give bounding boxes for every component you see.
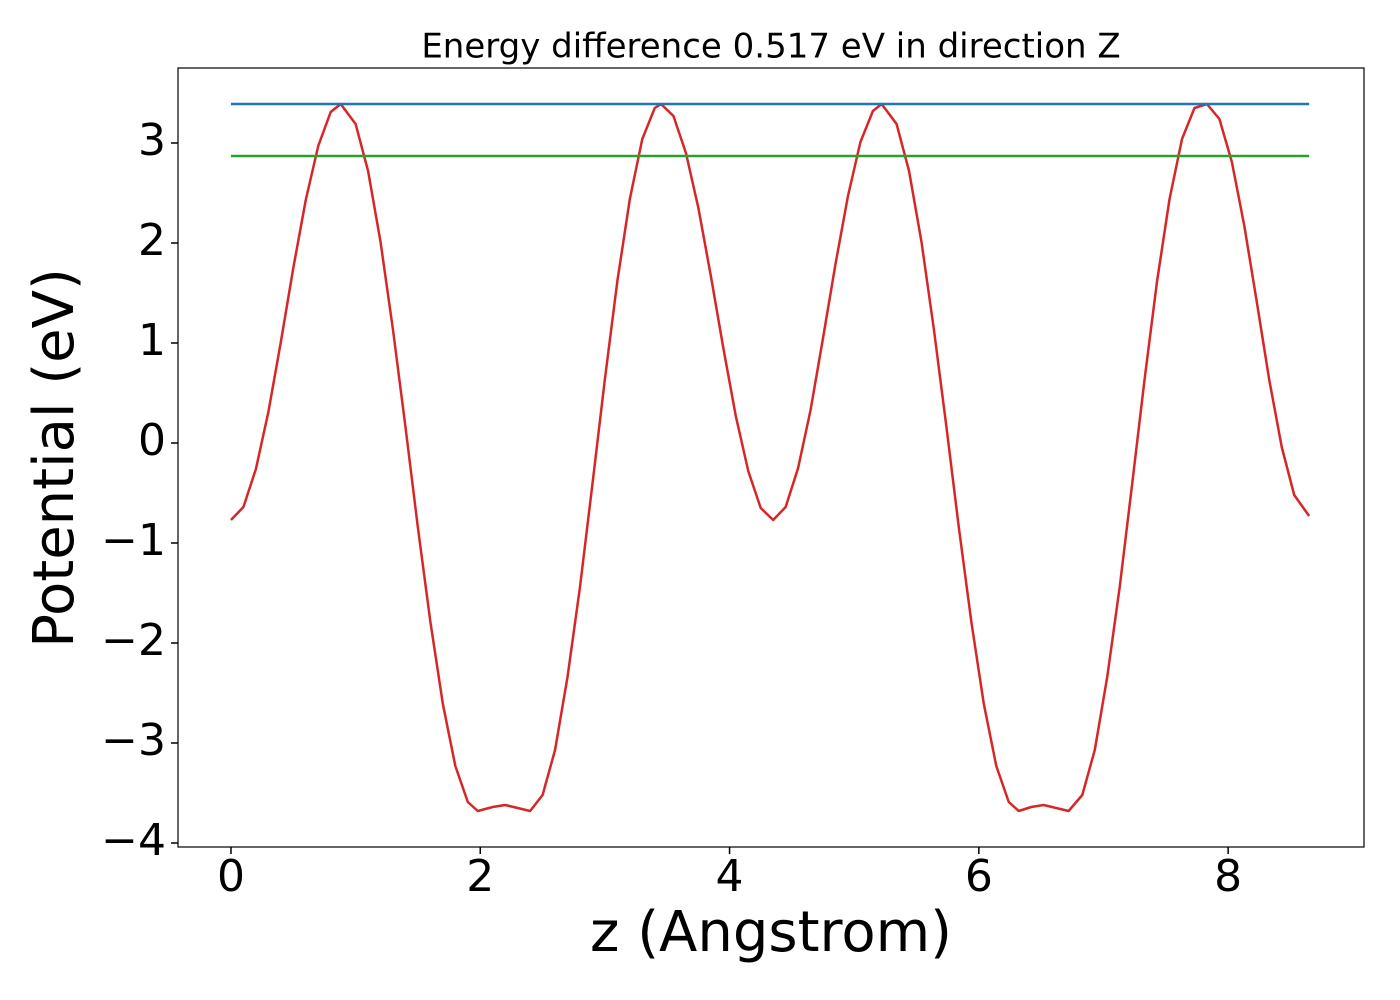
plot-frame — [177, 67, 1365, 848]
chart-title: Energy difference 0.517 eV in direction … — [421, 27, 1120, 67]
x-tick-label: 0 — [217, 851, 245, 902]
y-tick-label: 2 — [138, 215, 166, 266]
x-tick-label: 4 — [716, 851, 744, 902]
data-line — [230, 102, 1311, 813]
y-tick-label: −3 — [101, 715, 166, 766]
y-tick-label: 1 — [138, 315, 166, 366]
x-tick-label: 8 — [1214, 851, 1242, 902]
y-axis-label: Potential (eV) — [22, 268, 87, 648]
y-tick-label: −2 — [101, 615, 166, 666]
y-tick-label: 3 — [138, 115, 166, 166]
x-axis-label: z (Angstrom) — [590, 900, 952, 965]
y-tick-label: −4 — [101, 815, 166, 866]
y-tick-label: 0 — [138, 415, 166, 466]
x-tick-label: 2 — [466, 851, 494, 902]
y-tick-label: −1 — [101, 515, 166, 566]
x-tick-label: 6 — [965, 851, 993, 902]
